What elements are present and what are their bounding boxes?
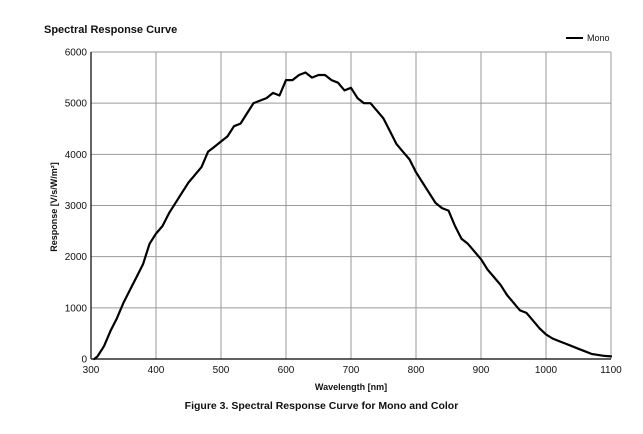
legend: Mono [566, 33, 610, 43]
legend-swatch-mono [566, 37, 583, 39]
grid [90, 51, 612, 360]
x-tick-label-300: 300 [83, 365, 100, 376]
y-axis-label: Response [V/s/W/m²] [49, 162, 59, 252]
y-tick-label-4000: 4000 [65, 150, 88, 161]
figure-caption: Figure 3. Spectral Response Curve for Mo… [184, 400, 459, 412]
x-tick-label-1000: 1000 [535, 365, 558, 376]
x-tick-label-900: 900 [473, 365, 490, 376]
x-axis-label: Wavelength [nm] [315, 382, 387, 392]
series-line-mono [93, 71, 613, 361]
x-tick-label-1100: 1100 [600, 365, 622, 376]
axes [90, 52, 611, 360]
x-tick-label-700: 700 [343, 365, 360, 376]
y-tick-label-3000: 3000 [65, 201, 88, 212]
y-tick-label-0: 0 [81, 355, 87, 366]
series-layer [93, 71, 613, 361]
x-tick-label-800: 800 [408, 365, 425, 376]
x-tick-label-400: 400 [148, 365, 165, 376]
x-tick-label-500: 500 [213, 365, 230, 376]
tick-labels: 300 400 500 600 700 800 900 1000 1100 0 1000 2000 30… [65, 48, 622, 377]
chart-title: Spectral Response Curve [44, 24, 178, 36]
x-tick-label-600: 600 [278, 365, 295, 376]
y-tick-label-2000: 2000 [65, 252, 88, 263]
legend-label-mono: Mono [587, 33, 610, 43]
y-tick-label-6000: 6000 [65, 48, 88, 59]
y-tick-label-5000: 5000 [65, 99, 88, 110]
y-tick-label-1000: 1000 [65, 303, 88, 314]
